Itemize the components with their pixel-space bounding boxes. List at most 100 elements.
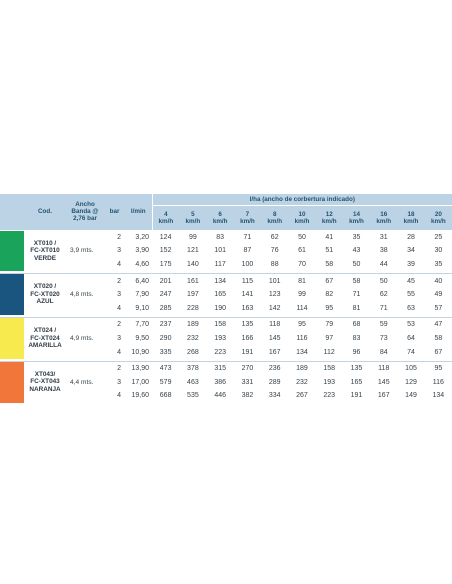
- application-rate: 51: [325, 247, 334, 255]
- bar-header: bar: [104, 194, 125, 231]
- application-rate: 71: [352, 291, 361, 299]
- table-row: 3 9,50 290 232 193 166 145 116 97 83 73 64 58: [0, 332, 452, 346]
- speed-header-4: 4 km/h: [151, 205, 180, 230]
- application-rate: 270: [241, 365, 254, 373]
- application-rate: 81: [352, 304, 361, 312]
- speed-header-row: 4 km/h 5 km/h 6 km/h 7 km/h 8 km/h 10 km/h 12 km/h 14 k…: [0, 205, 452, 230]
- application-rate: 116: [432, 378, 444, 386]
- pressure-bar: 4: [117, 304, 121, 312]
- nozzle-code: XT020 /FC-XT020 AZUL: [24, 274, 66, 315]
- application-rate: 73: [379, 334, 388, 342]
- table-row: 3 17,00 579 463 386 331 289 232 193 165 145 129 116: [0, 375, 452, 389]
- application-rate: 40: [434, 277, 443, 285]
- application-rate: 30: [434, 247, 443, 255]
- application-rate: 95: [434, 365, 443, 373]
- speed-value: 4: [164, 211, 168, 218]
- application-rate: 121: [187, 247, 199, 255]
- code-header: Cod.: [24, 194, 66, 231]
- application-rate: 167: [268, 348, 281, 356]
- application-rate: 35: [434, 260, 443, 268]
- application-rate: 64: [407, 334, 415, 342]
- application-rate: 84: [379, 348, 388, 356]
- band-width: 4,9 mts.: [70, 334, 94, 342]
- application-rate: 67: [325, 277, 334, 285]
- application-rate: 158: [323, 365, 336, 373]
- flow-lmin: 9,50: [135, 334, 149, 342]
- table-body: XT010 /FC-XT010 VERDE 3,9 mts. 2 3,20 124 99 83…: [0, 230, 452, 403]
- flow-lmin: 3,20: [135, 233, 149, 241]
- nozzle-code-line: FC-XT010: [30, 247, 60, 255]
- swatch-header: [0, 194, 24, 231]
- lmin-header: l/min: [125, 194, 152, 231]
- application-rate: 223: [323, 392, 336, 400]
- application-rate: 189: [187, 321, 199, 329]
- application-rate: 25: [434, 233, 443, 241]
- application-rate: 68: [352, 321, 361, 329]
- nozzle-code-line: VERDE: [33, 254, 57, 262]
- band-width: 4,4 mts.: [70, 378, 94, 386]
- application-rate: 134: [214, 277, 226, 285]
- application-rate: 145: [268, 334, 281, 342]
- speed-unit: km/h: [294, 218, 310, 225]
- application-rate: 116: [296, 334, 308, 342]
- application-rate: 140: [187, 260, 199, 268]
- application-rate: 112: [323, 348, 335, 356]
- band-width: 3,9 mts.: [70, 247, 94, 255]
- application-rate: 58: [325, 260, 334, 268]
- application-rate: 190: [214, 304, 226, 312]
- application-rate: 53: [407, 321, 415, 329]
- application-rate: 223: [214, 348, 226, 356]
- application-rate: 59: [379, 321, 388, 329]
- flow-lmin: 6,40: [135, 277, 149, 285]
- nozzle-code-line: FC-XT043: [30, 378, 60, 386]
- application-rate: 334: [268, 392, 281, 400]
- nozzle-code: XT043/FC-XT043 NARANJA: [24, 361, 66, 402]
- application-rate: 152: [159, 247, 172, 255]
- application-rate: 58: [352, 277, 361, 285]
- table-row: 4 19,60 668 535 446 382 334 267 223 191 167 149 134: [0, 389, 452, 403]
- pressure-bar: 2: [117, 321, 121, 329]
- speed-unit: km/h: [431, 218, 446, 225]
- application-rate: 386: [214, 378, 226, 386]
- application-rate: 44: [379, 260, 388, 268]
- application-rate: 67: [434, 348, 443, 356]
- application-rate: 88: [270, 260, 279, 268]
- application-rate: 38: [379, 247, 388, 255]
- application-rate: 267: [296, 392, 308, 400]
- nozzle-code-line: XT020 /: [33, 283, 57, 291]
- application-rate: 285: [159, 304, 172, 312]
- application-rate: 62: [270, 233, 279, 241]
- application-rate: 579: [159, 378, 172, 386]
- group-separator-line: [0, 271, 452, 275]
- table-row: XT024 /FC-XT024 AMARILLA 4,9 mts. 2 7,70 237 1…: [0, 317, 452, 359]
- application-rate: 236: [268, 365, 281, 373]
- speed-header-7: 7 km/h: [233, 205, 262, 230]
- application-rate: 81: [298, 277, 306, 285]
- speed-unit: km/h: [403, 218, 419, 225]
- speed-value: 18: [407, 211, 415, 218]
- application-rate: 167: [377, 392, 390, 400]
- application-rate: 61: [298, 247, 306, 255]
- table-row: XT010 /FC-XT010 VERDE 3,9 mts. 2 3,20 124 99 83…: [0, 230, 452, 272]
- speed-header-14: 14 km/h: [342, 205, 371, 230]
- table-row: 3 7,90 247 197 165 141 123 99 82 71 62 55 49: [0, 288, 452, 302]
- speed-header-8: 8 km/h: [261, 205, 289, 230]
- application-rate: 31: [379, 233, 388, 241]
- application-rate: 331: [241, 378, 254, 386]
- application-rate: 50: [298, 233, 306, 241]
- application-rate: 463: [187, 378, 199, 386]
- speed-unit: km/h: [321, 218, 337, 225]
- application-rate: 87: [243, 247, 252, 255]
- nozzle-code-line: FC-XT020: [30, 290, 60, 298]
- application-rate: 129: [405, 378, 417, 386]
- nozzle-code-line: AZUL: [36, 298, 54, 306]
- table-row: 3 3,90 152 121 101 87 76 61 51 43 38 34 30: [0, 244, 452, 258]
- application-rate: 142: [268, 304, 281, 312]
- speed-unit: km/h: [185, 218, 201, 225]
- application-rate: 289: [268, 378, 281, 386]
- application-rate: 115: [241, 277, 254, 285]
- group-separator: [0, 271, 452, 275]
- flow-lmin: 9,10: [135, 304, 149, 312]
- application-rate: 95: [298, 321, 306, 329]
- application-rate: 114: [296, 304, 308, 312]
